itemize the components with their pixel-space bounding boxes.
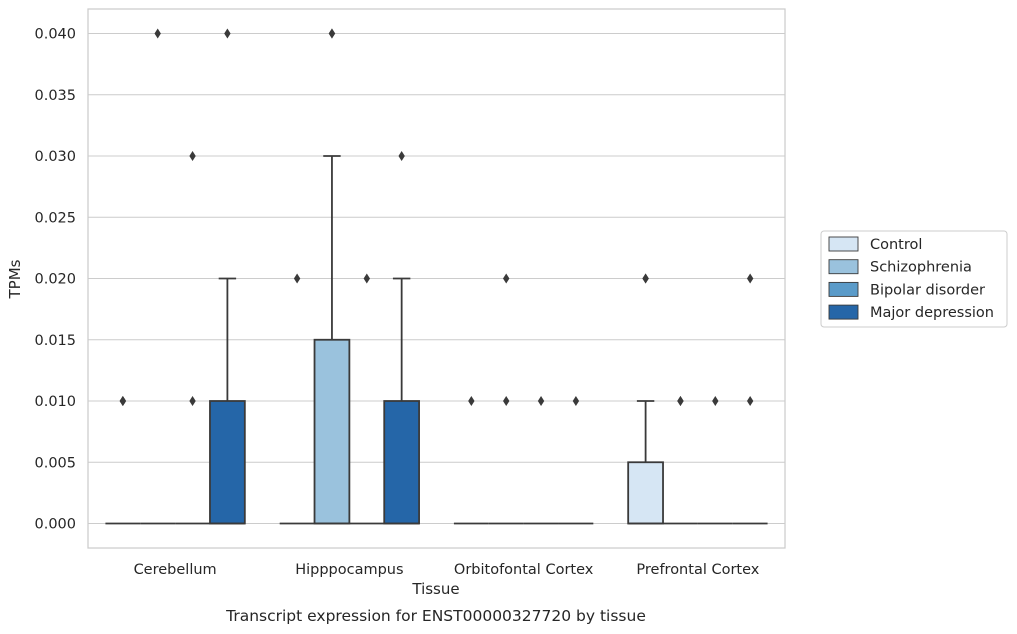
outlier-point [328, 28, 336, 39]
outlier-point [468, 396, 475, 406]
box-schizophrenia [140, 28, 176, 525]
x-tick-label: Hipppocampus [295, 562, 403, 578]
outlier-point [746, 273, 754, 284]
outlier-point [398, 151, 405, 161]
box-bipolar-disorder [175, 151, 210, 525]
outlier-point [642, 273, 649, 284]
outlier-point [537, 396, 545, 406]
outlier-point [119, 396, 127, 406]
box-major-depression [558, 396, 594, 525]
y-tick-label: 0.000 [34, 517, 76, 533]
x-tick-label: Orbitofontal Cortex [454, 562, 594, 578]
grid-lines [88, 32, 785, 525]
outlier-point [746, 396, 754, 406]
box-control [627, 273, 664, 525]
legend-swatch [828, 304, 859, 320]
outlier-point [293, 273, 301, 284]
x-axis-ticks: Cerebellum Hipppocampus Orbitofontal Corte… [134, 562, 760, 578]
box-body [627, 461, 664, 525]
box-body [209, 400, 246, 525]
outlier-point [363, 273, 370, 284]
box-schizophrenia [488, 273, 524, 525]
box-major-depression [732, 273, 768, 525]
outlier-point [224, 28, 231, 39]
box-major-depression [209, 28, 246, 525]
y-tick-label: 0.030 [34, 149, 76, 165]
box-schizophrenia [313, 28, 351, 525]
legend-label: Bipolar disorder [870, 282, 985, 298]
y-tick-label: 0.005 [34, 455, 76, 471]
y-axis-ticks: 0.000 0.005 0.010 0.015 0.020 0.025 0.030 0.035… [34, 27, 76, 533]
box-groups [105, 28, 768, 525]
box-bipolar-disorder [349, 273, 385, 525]
legend-label: Schizophrenia [870, 260, 972, 276]
outlier-point [189, 396, 196, 406]
chart-title: Transcript expression for ENST0000032772… [225, 607, 646, 625]
box-body [383, 400, 420, 525]
box-control [279, 273, 315, 525]
box-schizophrenia [663, 396, 698, 525]
legend-swatch [828, 236, 859, 252]
box-body [313, 338, 351, 525]
x-tick-label: Cerebellum [134, 562, 217, 578]
y-tick-label: 0.015 [34, 333, 76, 349]
box-control [105, 396, 141, 525]
legend-frame [820, 230, 1008, 328]
outlier-point [189, 151, 196, 161]
y-tick-label: 0.040 [34, 27, 76, 43]
outlier-point [503, 273, 510, 284]
outlier-point [572, 396, 580, 406]
legend-label: Control [870, 237, 922, 253]
x-axis-label: Tissue [411, 580, 459, 598]
legend-swatch [828, 281, 859, 297]
legend-swatch [828, 259, 859, 275]
plot-frame [87, 8, 786, 549]
outlier-point [154, 28, 161, 39]
box-control [453, 396, 489, 525]
x-tick-label: Prefrontal Cortex [636, 562, 759, 578]
y-tick-label: 0.025 [34, 210, 76, 226]
legend-label: Major depression [870, 305, 994, 321]
box-bipolar-disorder [697, 396, 733, 525]
legend: Control Schizophrenia Bipolar disorder Majo… [820, 230, 1008, 328]
y-tick-label: 0.035 [34, 88, 76, 104]
outlier-point [712, 396, 719, 406]
outlier-point [677, 396, 684, 406]
y-tick-label: 0.010 [34, 394, 76, 410]
outlier-point [503, 396, 510, 406]
box-major-depression [383, 151, 420, 525]
y-axis-label: TPMs [6, 259, 24, 299]
y-tick-label: 0.020 [34, 272, 76, 288]
box-bipolar-disorder [523, 396, 559, 525]
